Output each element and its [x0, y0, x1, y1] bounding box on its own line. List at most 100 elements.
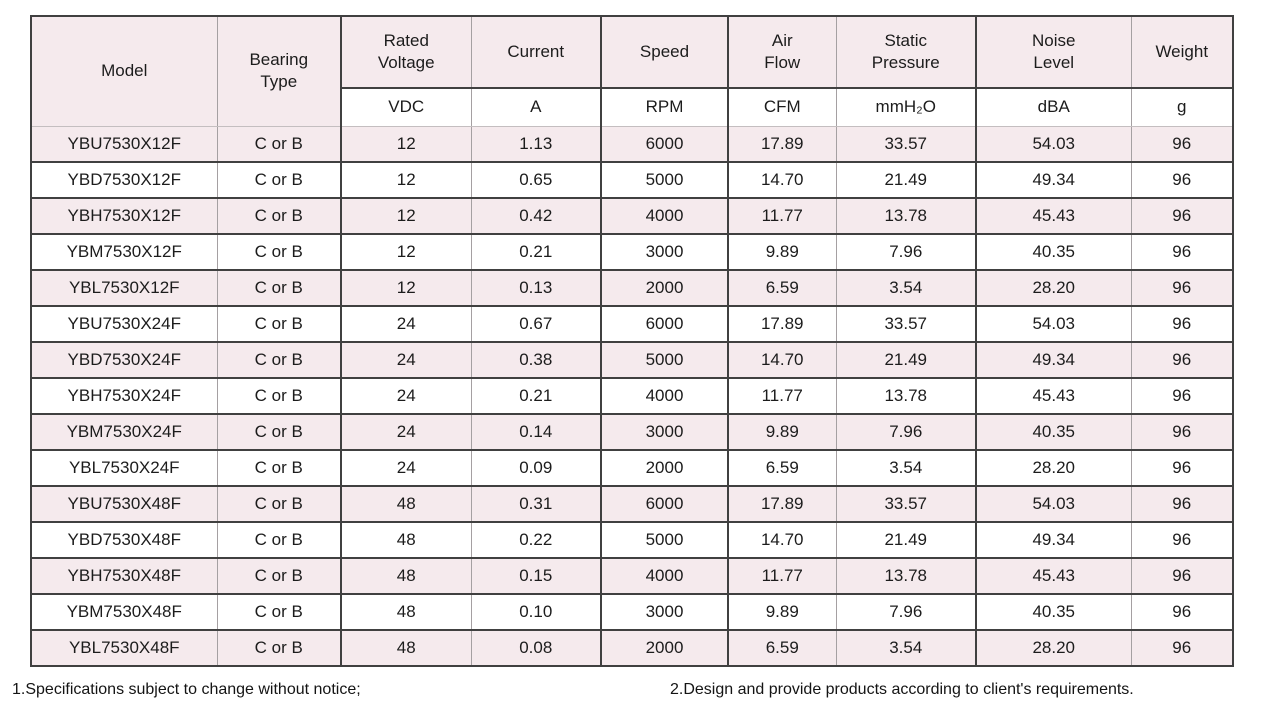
cell-airflow: 17.89: [727, 486, 837, 523]
cell-bearing: C or B: [216, 378, 342, 415]
cell-voltage: 12: [340, 234, 472, 271]
table-row: YBM7530X48F C or B 48 0.10 3000 9.89 7.96 40.35…: [30, 594, 1234, 631]
cell-airflow: 11.77: [727, 198, 837, 235]
footer-notes: 1.Specifications subject to change witho…: [0, 681, 1273, 705]
cell-speed: 5000: [600, 342, 729, 379]
table-row: YBD7530X24F C or B 24 0.38 5000 14.70 21.49 49.…: [30, 342, 1234, 379]
cell-pressure: 21.49: [835, 162, 977, 199]
cell-voltage: 24: [340, 378, 472, 415]
header-air-flow: Air Flow: [727, 16, 837, 89]
cell-pressure: 7.96: [835, 414, 977, 451]
cell-bearing: C or B: [216, 450, 342, 487]
cell-model: YBM7530X24F: [30, 414, 218, 451]
cell-speed: 6000: [600, 486, 729, 523]
table-row: YBH7530X12F C or B 12 0.42 4000 11.77 13.78 45.…: [30, 198, 1234, 235]
cell-bearing: C or B: [216, 270, 342, 307]
cell-airflow: 11.77: [727, 378, 837, 415]
cell-weight: 96: [1130, 450, 1234, 487]
cell-voltage: 48: [340, 486, 472, 523]
cell-speed: 4000: [600, 198, 729, 235]
cell-voltage: 12: [340, 270, 472, 307]
cell-bearing: C or B: [216, 486, 342, 523]
cell-noise: 54.03: [975, 306, 1132, 343]
cell-bearing: C or B: [216, 125, 342, 163]
cell-noise: 49.34: [975, 522, 1132, 559]
cell-noise: 49.34: [975, 162, 1132, 199]
cell-speed: 2000: [600, 450, 729, 487]
cell-noise: 54.03: [975, 486, 1132, 523]
cell-bearing: C or B: [216, 414, 342, 451]
cell-pressure: 3.54: [835, 270, 977, 307]
table-body: YBU7530X12F C or B 12 1.13 6000 17.89 33.57 54.…: [30, 125, 1234, 667]
cell-weight: 96: [1130, 198, 1234, 235]
cell-pressure: 13.78: [835, 378, 977, 415]
cell-current: 0.13: [470, 270, 602, 307]
cell-current: 0.42: [470, 198, 602, 235]
cell-noise: 54.03: [975, 125, 1132, 163]
cell-airflow: 14.70: [727, 162, 837, 199]
cell-airflow: 9.89: [727, 234, 837, 271]
table-row: YBD7530X12F C or B 12 0.65 5000 14.70 21.49 49.…: [30, 162, 1234, 199]
cell-bearing: C or B: [216, 306, 342, 343]
cell-noise: 49.34: [975, 342, 1132, 379]
header-speed: Speed: [600, 16, 729, 89]
unit-ampere: A: [470, 87, 602, 127]
cell-noise: 28.20: [975, 270, 1132, 307]
header-bearing-type: Bearing Type: [216, 16, 342, 127]
header-row-units: VDC A RPM CFM mmH₂O dBA g: [31, 87, 1234, 127]
cell-pressure: 13.78: [835, 558, 977, 595]
cell-model: YBM7530X48F: [30, 594, 218, 631]
unit-rpm: RPM: [600, 87, 729, 127]
cell-bearing: C or B: [216, 630, 342, 667]
cell-weight: 96: [1130, 162, 1234, 199]
cell-airflow: 9.89: [727, 594, 837, 631]
cell-model: YBH7530X12F: [30, 198, 218, 235]
cell-speed: 2000: [600, 270, 729, 307]
header-static-pressure: Static Pressure: [835, 16, 977, 89]
cell-current: 0.09: [470, 450, 602, 487]
cell-speed: 6000: [600, 306, 729, 343]
cell-pressure: 21.49: [835, 522, 977, 559]
cell-noise: 40.35: [975, 414, 1132, 451]
cell-voltage: 24: [340, 306, 472, 343]
cell-current: 0.67: [470, 306, 602, 343]
unit-vdc: VDC: [340, 87, 472, 127]
cell-noise: 45.43: [975, 378, 1132, 415]
fan-spec-table: Model Bearing Type Rated Voltage Current…: [30, 15, 1234, 667]
cell-model: YBL7530X24F: [30, 450, 218, 487]
cell-speed: 3000: [600, 234, 729, 271]
cell-speed: 5000: [600, 162, 729, 199]
header-noise-level: Noise Level: [975, 16, 1132, 89]
cell-voltage: 24: [340, 450, 472, 487]
table-row: YBU7530X48F C or B 48 0.31 6000 17.89 33.57 54.…: [30, 486, 1234, 523]
cell-weight: 96: [1130, 306, 1234, 343]
unit-cfm: CFM: [727, 87, 837, 127]
cell-pressure: 33.57: [835, 125, 977, 163]
table-row: YBH7530X48F C or B 48 0.15 4000 11.77 13.78 45.…: [30, 558, 1234, 595]
cell-model: YBU7530X12F: [30, 125, 218, 163]
cell-pressure: 33.57: [835, 306, 977, 343]
cell-pressure: 7.96: [835, 234, 977, 271]
cell-voltage: 24: [340, 342, 472, 379]
cell-bearing: C or B: [216, 198, 342, 235]
header-model: Model: [30, 16, 218, 127]
cell-airflow: 6.59: [727, 270, 837, 307]
cell-voltage: 12: [340, 198, 472, 235]
cell-current: 0.14: [470, 414, 602, 451]
cell-pressure: 3.54: [835, 630, 977, 667]
table-row: YBH7530X24F C or B 24 0.21 4000 11.77 13.78 45.…: [30, 378, 1234, 415]
cell-bearing: C or B: [216, 162, 342, 199]
cell-noise: 40.35: [975, 234, 1132, 271]
footer-note-1: 1.Specifications subject to change witho…: [12, 681, 361, 698]
cell-model: YBL7530X12F: [30, 270, 218, 307]
unit-gram: g: [1130, 87, 1234, 127]
cell-weight: 96: [1130, 594, 1234, 631]
cell-current: 0.08: [470, 630, 602, 667]
cell-voltage: 48: [340, 630, 472, 667]
cell-current: 0.21: [470, 378, 602, 415]
cell-airflow: 14.70: [727, 522, 837, 559]
cell-speed: 4000: [600, 378, 729, 415]
cell-airflow: 9.89: [727, 414, 837, 451]
cell-pressure: 7.96: [835, 594, 977, 631]
